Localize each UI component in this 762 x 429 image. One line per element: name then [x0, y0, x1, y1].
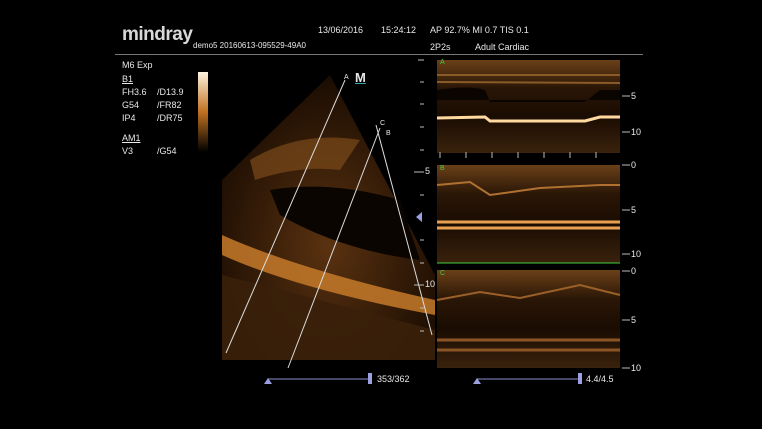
mmode-time-counter: 4.4/4.5	[586, 374, 614, 384]
panel-b-label: B	[440, 165, 445, 172]
bmode-image[interactable]	[222, 75, 435, 369]
param-fh: FH3.6	[122, 87, 147, 97]
mmode-cine-slider[interactable]	[473, 373, 582, 384]
scale-b-0: 0	[631, 160, 637, 170]
param-g: G54	[122, 100, 140, 110]
param-fr: /FR82	[157, 100, 182, 110]
date: 13/06/2016	[318, 25, 364, 35]
param-ip: IP4	[122, 113, 136, 123]
grayscale-bar	[198, 72, 208, 152]
panel-a-label: A	[440, 59, 445, 66]
acoustic-output: AP 92.7% MI 0.7 TIS 0.1	[430, 25, 529, 35]
param-v: V3	[122, 146, 134, 156]
time: 15:24:12	[381, 25, 417, 35]
line-b-label: B	[386, 130, 391, 137]
b-label: B1	[122, 74, 134, 84]
mmode-panel-b[interactable]	[436, 165, 620, 264]
time-ticks	[439, 152, 597, 158]
bmode-cine-slider[interactable]	[264, 373, 372, 384]
param-dr: /DR75	[157, 113, 183, 123]
mmode-panel-a[interactable]	[436, 60, 621, 153]
patient-id: demo5 20160613-095529-49A0	[193, 41, 306, 50]
header-divider	[115, 54, 643, 55]
depth-label-5: 5	[425, 166, 431, 176]
exam-preset: Adult Cardiac	[475, 42, 530, 52]
scale-b-10: 10	[631, 249, 642, 259]
mindray-logo: mindray	[122, 24, 193, 45]
bmode-frame-counter: 353/362	[377, 374, 410, 384]
scale-b-5: 5	[631, 205, 637, 215]
focus-marker-icon[interactable]	[416, 212, 422, 222]
scale-c-5: 5	[631, 315, 637, 325]
scale-a-5: 5	[631, 91, 637, 101]
depth-label-10: 10	[425, 279, 436, 289]
m-line-b[interactable]	[287, 127, 381, 369]
scale-a-10: 10	[631, 127, 642, 137]
line-a-label: A	[344, 74, 349, 81]
mmode-depth-scale	[622, 95, 630, 369]
scale-c-0: 0	[631, 266, 637, 276]
mode-label: M6 Exp	[122, 60, 153, 70]
param-d: /D13.9	[157, 87, 184, 97]
m-mode-marker: M	[355, 70, 366, 85]
probe: 2P2s	[430, 42, 451, 52]
panel-c-label: C	[440, 270, 446, 277]
line-c-label: C	[380, 120, 386, 127]
bmode-depth-scale	[414, 59, 424, 332]
mmode-panel-c[interactable]	[436, 270, 621, 368]
am-label: AM1	[122, 133, 141, 143]
scale-c-10: 10	[631, 363, 642, 373]
m-line-a[interactable]	[225, 79, 346, 354]
param-g2: /G54	[157, 146, 177, 156]
m-line-c[interactable]	[375, 124, 433, 336]
